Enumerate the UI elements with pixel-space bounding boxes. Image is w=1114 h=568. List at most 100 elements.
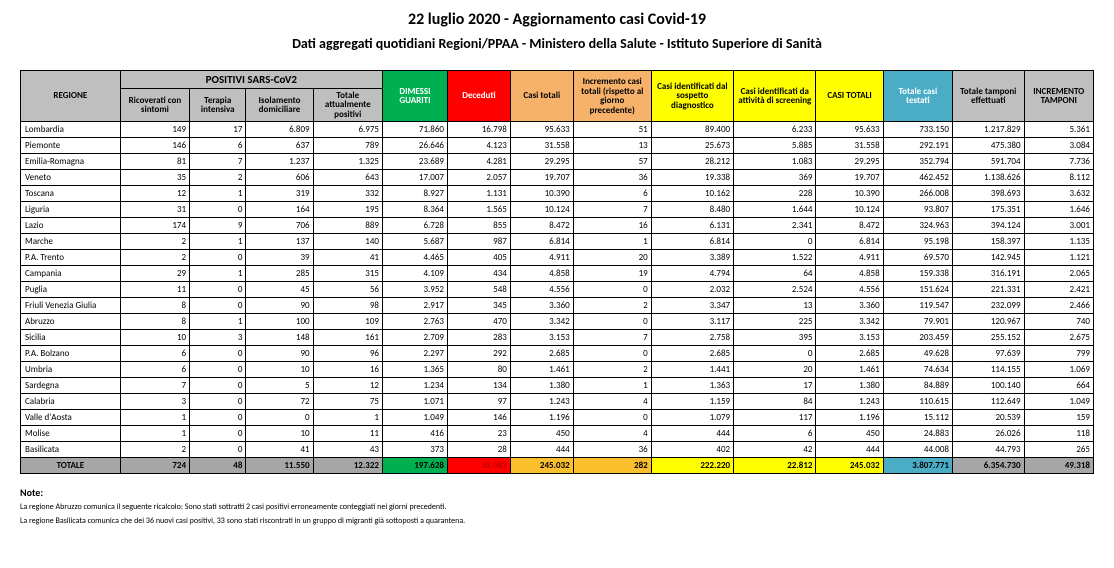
data-cell: 112.649	[953, 394, 1025, 410]
data-cell: 5.885	[734, 138, 816, 154]
data-cell: 2.421	[1024, 282, 1093, 298]
data-cell: 3.952	[382, 282, 447, 298]
data-cell: 7	[573, 330, 651, 346]
data-cell: 114.155	[953, 362, 1025, 378]
data-cell: 0	[734, 234, 816, 250]
header-sospetto: Casi identificati dal sospetto diagnosti…	[651, 71, 733, 122]
data-cell: 36	[573, 170, 651, 186]
data-cell: 462.452	[883, 170, 952, 186]
data-cell: 44.008	[883, 442, 952, 458]
data-cell: 1.196	[816, 410, 883, 426]
data-cell: 1	[573, 378, 651, 394]
data-cell: 2.763	[382, 314, 447, 330]
data-cell: 0	[573, 314, 651, 330]
data-cell: 394.124	[953, 218, 1025, 234]
data-cell: 49.628	[883, 346, 952, 362]
data-cell: 100.140	[953, 378, 1025, 394]
data-cell: 332	[313, 186, 382, 202]
data-cell: 3.360	[816, 298, 883, 314]
data-cell: 195	[313, 202, 382, 218]
data-cell: 2.341	[734, 218, 816, 234]
data-cell: 23.689	[382, 154, 447, 170]
data-cell: 5.361	[1024, 122, 1093, 138]
data-cell: 315	[313, 266, 382, 282]
title-line-1: 22 luglio 2020 - Aggiornamento casi Covi…	[20, 10, 1094, 29]
region-name-cell: Basilicata	[21, 442, 121, 458]
data-cell: 283	[447, 330, 510, 346]
data-cell: 444	[816, 442, 883, 458]
data-cell: 4	[573, 426, 651, 442]
data-cell: 1.243	[510, 394, 573, 410]
data-cell: 146	[447, 410, 510, 426]
data-cell: 0	[246, 410, 313, 426]
data-cell: 28	[447, 442, 510, 458]
data-cell: 1.237	[246, 154, 313, 170]
data-cell: 8	[120, 298, 189, 314]
data-cell: 142.945	[953, 250, 1025, 266]
total-cell: 3.807.771	[883, 458, 952, 474]
data-cell: 6.728	[382, 218, 447, 234]
region-name-cell: Umbria	[21, 362, 121, 378]
table-row: Toscana1213193328.9271.13110.390610.1622…	[21, 186, 1094, 202]
data-cell: 110.615	[883, 394, 952, 410]
data-cell: 42	[734, 442, 816, 458]
data-cell: 475.380	[953, 138, 1025, 154]
data-cell: 31.558	[816, 138, 883, 154]
data-cell: 345	[447, 298, 510, 314]
data-cell: 35	[120, 170, 189, 186]
data-cell: 3.153	[816, 330, 883, 346]
data-cell: 2	[190, 170, 246, 186]
data-cell: 146	[120, 138, 189, 154]
data-cell: 0	[190, 426, 246, 442]
region-name-cell: Piemonte	[21, 138, 121, 154]
data-cell: 416	[382, 426, 447, 442]
data-cell: 221.331	[953, 282, 1025, 298]
header-tamponi: Totale tamponi effettuati	[953, 71, 1025, 122]
total-cell: 11.550	[246, 458, 313, 474]
total-cell: 48	[190, 458, 246, 474]
table-row: Valle d'Aosta10011.0491461.19601.0791171…	[21, 410, 1094, 426]
data-cell: 69.570	[883, 250, 952, 266]
data-cell: 89.400	[651, 122, 733, 138]
data-cell: 10.124	[510, 202, 573, 218]
data-cell: 118	[1024, 426, 1093, 442]
data-cell: 159.338	[883, 266, 952, 282]
data-cell: 398.693	[953, 186, 1025, 202]
data-cell: 149	[120, 122, 189, 138]
data-cell: 41	[246, 442, 313, 458]
data-cell: 16	[573, 218, 651, 234]
table-row: P.A. Trento2039414.4654054.911203.3891.5…	[21, 250, 1094, 266]
data-cell: 95.633	[816, 122, 883, 138]
data-cell: 140	[313, 234, 382, 250]
data-cell: 84.889	[883, 378, 952, 394]
data-cell: 8.472	[510, 218, 573, 234]
data-cell: 100	[246, 314, 313, 330]
data-cell: 319	[246, 186, 313, 202]
data-cell: 6	[190, 138, 246, 154]
data-cell: 9	[190, 218, 246, 234]
data-cell: 26.646	[382, 138, 447, 154]
data-cell: 4.911	[510, 250, 573, 266]
data-cell: 1.131	[447, 186, 510, 202]
notes-block: Note: La regione Abruzzo comunica il seg…	[20, 486, 1094, 526]
data-cell: 1.138.626	[953, 170, 1025, 186]
data-cell: 8.927	[382, 186, 447, 202]
data-cell: 733.150	[883, 122, 952, 138]
data-cell: 44.793	[953, 442, 1025, 458]
data-cell: 7	[190, 154, 246, 170]
data-cell: 3	[120, 394, 189, 410]
data-cell: 90	[246, 298, 313, 314]
header-casi-totali-2: CASI TOTALI	[816, 71, 883, 122]
total-label-cell: TOTALE	[21, 458, 121, 474]
data-cell: 5.687	[382, 234, 447, 250]
data-cell: 4.911	[816, 250, 883, 266]
data-cell: 3.117	[651, 314, 733, 330]
data-cell: 706	[246, 218, 313, 234]
data-cell: 148	[246, 330, 313, 346]
data-cell: 8	[120, 314, 189, 330]
data-cell: 45	[246, 282, 313, 298]
data-cell: 81	[120, 154, 189, 170]
data-cell: 41	[313, 250, 382, 266]
data-cell: 119.547	[883, 298, 952, 314]
data-cell: 0	[190, 346, 246, 362]
